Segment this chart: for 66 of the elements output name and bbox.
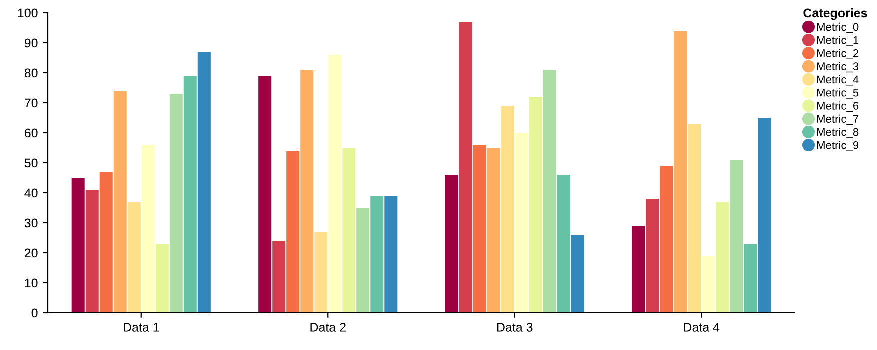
bar [258,76,272,313]
bar [758,118,772,313]
bar [730,160,744,313]
bar [128,202,141,313]
legend-label: Metric_9 [817,141,859,152]
bar [356,208,370,313]
bar [198,52,211,313]
bar [702,256,716,313]
bar [487,148,500,313]
bar [272,241,286,313]
bar [328,55,342,313]
legend-label: Metric_3 [817,62,859,73]
bar [501,106,514,313]
bar [314,232,328,313]
y-tick-label: 0 [32,308,38,318]
y-tick-label: 40 [24,188,38,198]
legend-label: Metric_2 [817,49,859,60]
bar [459,22,472,313]
legend-label: Metric_1 [817,36,859,46]
bar [646,199,660,313]
bar [86,190,99,313]
bar [184,76,197,313]
x-tick-label: Data 1 [124,323,160,332]
y-tick-label: 70 [25,98,38,108]
x-tick-label: Data 2 [310,323,346,332]
y-tick-label: 60 [25,128,38,138]
bar [716,202,730,313]
bar [114,91,127,313]
bar [342,148,356,313]
y-tick-label: 20 [25,248,38,258]
bar [156,244,169,313]
bar [286,151,300,313]
bar [473,145,486,313]
y-tick-label: 50 [24,158,38,168]
x-tick-label: Data 3 [497,323,533,332]
bar [170,94,183,313]
y-tick-label: 30 [24,218,38,228]
bar [370,196,384,313]
legend-label: Metric_0 [817,22,859,34]
bar [688,124,702,313]
bar [72,178,85,313]
bar [660,166,674,313]
y-tick-label: 90 [24,38,38,48]
bar [300,70,314,313]
bar [632,226,646,313]
bar [557,175,570,313]
legend-title: Categories [804,8,868,20]
y-tick-label: 10 [25,278,38,288]
bar [543,70,556,313]
y-tick-label: 100 [18,8,38,18]
bar [571,235,584,313]
legend-label: Metric_6 [817,102,859,112]
bar [674,31,688,313]
legend-label: Metric_5 [817,88,859,99]
bar [384,196,398,313]
bar [744,244,758,313]
y-tick-label: 80 [24,68,38,78]
bar [100,172,113,313]
x-tick-label: Data 4 [684,323,720,332]
bar [142,145,155,313]
legend-label: Metric_7 [817,114,859,126]
bar [529,97,542,313]
legend-label: Metric_8 [817,128,859,138]
legend-label: Metric_4 [817,75,859,86]
bar [515,133,528,313]
bar [445,175,458,313]
